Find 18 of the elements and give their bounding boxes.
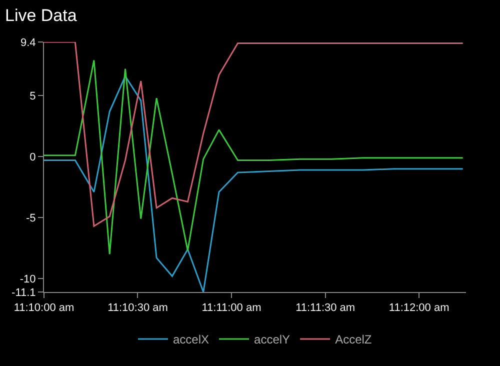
line-series xyxy=(44,75,464,292)
y-tick-label: -10 xyxy=(20,273,36,286)
line-series xyxy=(44,42,464,227)
line-series xyxy=(44,60,464,255)
x-tick-label: 11:11:30 am xyxy=(296,302,356,314)
chart-title: Live Data xyxy=(5,6,78,26)
y-tick-label: 0 xyxy=(30,151,36,164)
legend-label: AccelZ xyxy=(335,332,372,347)
x-tick-label: 11:11:00 am xyxy=(202,302,262,314)
x-tick-label: 11:10:30 am xyxy=(108,302,168,314)
x-tick-label: 11:12:00 am xyxy=(388,302,450,314)
y-tick-label: 9.4 xyxy=(20,36,36,49)
legend-label: accelX xyxy=(173,332,210,347)
y-tick-label: 5 xyxy=(30,90,36,103)
y-tick-label: -5 xyxy=(26,212,36,224)
legend-label: accelY xyxy=(254,332,290,347)
x-tick-label: 11:10:00 am xyxy=(14,302,74,314)
y-tick-label: -11.1 xyxy=(12,286,36,299)
